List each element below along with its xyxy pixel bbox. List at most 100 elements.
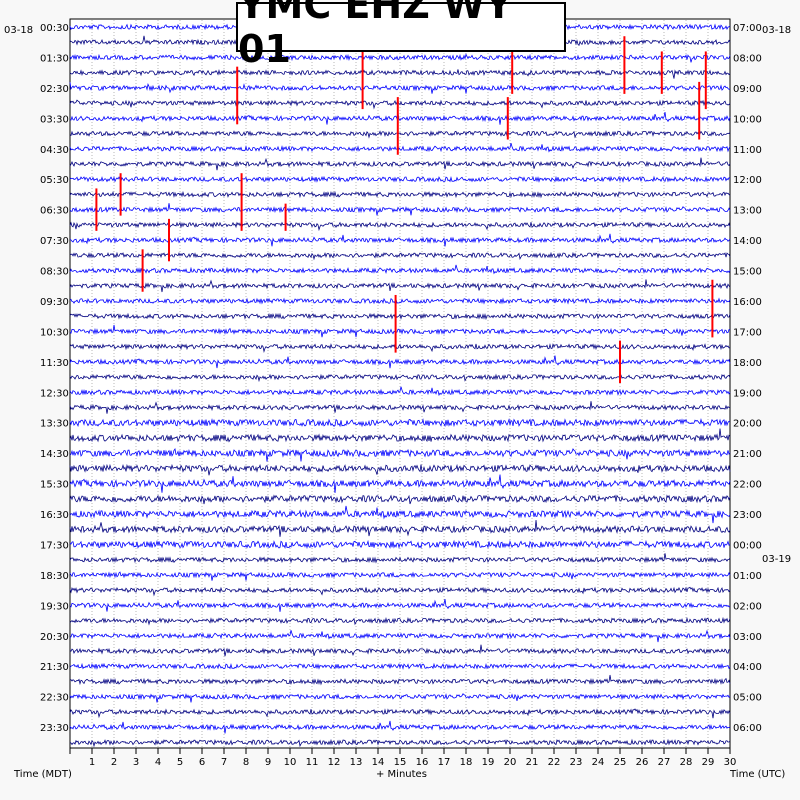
left-time-label: 10:30 [40, 327, 69, 338]
trace-line [69, 279, 731, 293]
x-tick-label: 9 [265, 757, 271, 768]
x-tick-label: 11 [306, 757, 319, 768]
x-tick-label: 22 [548, 757, 561, 768]
left-time-label: 15:30 [40, 480, 69, 491]
x-tick-label: 29 [702, 757, 715, 768]
trace-line [69, 418, 731, 428]
x-tick-label: 13 [350, 757, 363, 768]
x-tick-label: 21 [526, 757, 539, 768]
right-time-label: 18:00 [733, 358, 762, 369]
right-time-label: 00:00 [733, 540, 762, 551]
x-axis-ticks: 1 2 3 4 5 6 7 8 9 10 11 12 13 14 15 16 17 18 19 20 21 22 23 24 2… [69, 748, 737, 768]
trace-line [69, 662, 731, 670]
x-tick-label: 17 [438, 757, 451, 768]
date-right-change: 03-19 [762, 554, 791, 565]
x-tick-label: 25 [614, 757, 627, 768]
x-tick-label: 14 [372, 757, 385, 768]
right-time-label: 21:00 [733, 449, 762, 460]
trace-line [69, 448, 731, 462]
trace-line [69, 520, 731, 537]
trace-line [69, 157, 731, 171]
left-time-label: 01:30 [40, 53, 69, 64]
x-tick-label: 6 [199, 757, 205, 768]
trace-line [69, 175, 731, 183]
trace-line [69, 221, 731, 232]
left-time-label: 22:30 [40, 693, 69, 704]
right-time-labels: 07:00 08:00 09:00 10:00 11:00 12:00 13:00 14:00… [733, 23, 762, 734]
x-tick-label: 2 [111, 757, 117, 768]
left-time-label: 20:30 [40, 632, 69, 643]
date-right-top: 03-18 [762, 25, 791, 36]
trace-line [69, 112, 731, 125]
left-axis-label: Time (MDT) [13, 769, 72, 780]
trace-line [69, 674, 731, 686]
trace-line [69, 616, 731, 626]
trace-line [69, 428, 731, 443]
right-time-label: 09:00 [733, 84, 762, 95]
right-time-label: 13:00 [733, 206, 762, 217]
chart-title: YMC EHZ WY 01 [238, 0, 513, 71]
x-tick-label: 4 [155, 757, 161, 768]
x-tick-label: 12 [328, 757, 341, 768]
x-tick-label: 26 [636, 757, 649, 768]
x-tick-label: 5 [177, 757, 183, 768]
right-time-label: 04:00 [733, 662, 762, 673]
x-tick-label: 23 [570, 757, 583, 768]
x-tick-label: 16 [416, 757, 429, 768]
left-time-label: 21:30 [40, 662, 69, 673]
trace-line [69, 324, 731, 338]
trace-line [69, 53, 731, 63]
right-time-label: 06:00 [733, 723, 762, 734]
left-time-label: 08:30 [40, 267, 69, 278]
right-time-label: 14:00 [733, 236, 762, 247]
x-tick-label: 27 [658, 757, 671, 768]
trace-line [69, 129, 731, 139]
trace-line [69, 586, 731, 597]
trace-line [69, 720, 731, 734]
right-time-label: 05:00 [733, 693, 762, 704]
trace-line [69, 82, 731, 94]
left-time-label: 09:30 [40, 297, 69, 308]
trace-line [69, 68, 731, 79]
x-tick-label: 30 [724, 757, 737, 768]
trace-line [69, 203, 731, 216]
right-time-label: 10:00 [733, 114, 762, 125]
x-tick-label: 10 [284, 757, 297, 768]
x-tick-label: 19 [482, 757, 495, 768]
right-time-label: 22:00 [733, 480, 762, 491]
trace-line [69, 494, 731, 505]
trace-line [69, 693, 731, 703]
x-tick-label: 28 [680, 757, 693, 768]
x-tick-label: 1 [89, 757, 95, 768]
right-time-label: 01:00 [733, 571, 762, 582]
right-time-label: 19:00 [733, 388, 762, 399]
right-time-label: 16:00 [733, 297, 762, 308]
trace-line [69, 312, 731, 321]
x-tick-label: 24 [592, 757, 605, 768]
trace-line [69, 264, 731, 275]
x-tick-label: 20 [504, 757, 517, 768]
trace-line [69, 142, 731, 153]
trace-line [69, 553, 731, 564]
x-tick-label: 3 [133, 757, 139, 768]
x-tick-label: 7 [221, 757, 227, 768]
trace-line [69, 599, 731, 612]
left-time-label: 19:30 [40, 601, 69, 612]
trace-line [69, 474, 731, 493]
right-time-label: 20:00 [733, 419, 762, 430]
right-time-label: 11:00 [733, 145, 762, 156]
trace-line [69, 738, 731, 748]
left-time-label: 23:30 [40, 723, 69, 734]
x-tick-label: 8 [243, 757, 249, 768]
trace-line [69, 505, 731, 524]
right-time-label: 12:00 [733, 175, 762, 186]
left-time-label: 00:30 [40, 23, 69, 34]
right-time-label: 02:00 [733, 601, 762, 612]
x-tick-label: 18 [460, 757, 473, 768]
trace-line [69, 463, 731, 476]
date-left: 03-18 [4, 25, 33, 36]
seismic-events [95, 36, 714, 384]
trace-line [69, 386, 731, 397]
left-time-labels: 00:30 01:30 02:30 03:30 04:30 05:30 06:30 07:30… [40, 23, 69, 734]
